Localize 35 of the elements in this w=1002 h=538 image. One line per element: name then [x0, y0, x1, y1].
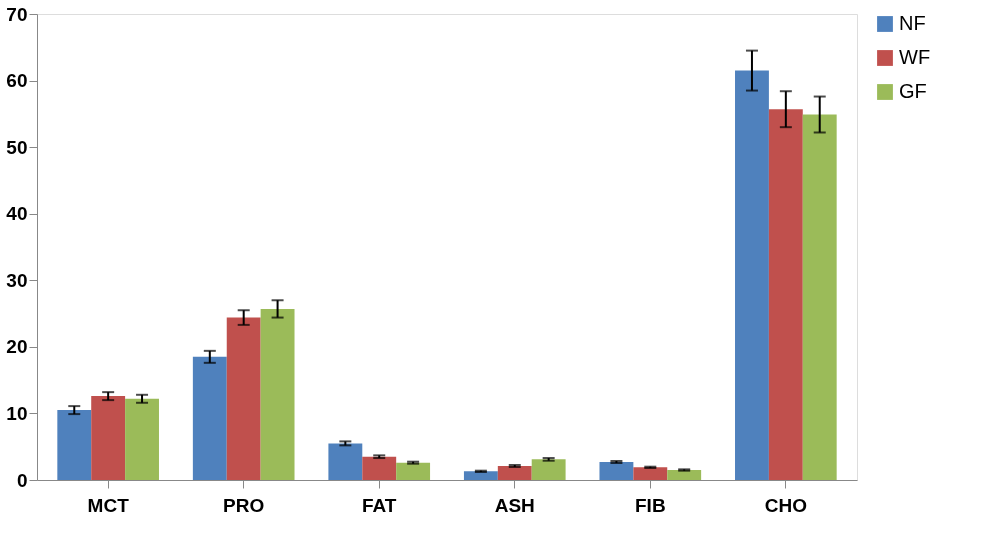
y-tick-label: 40 [6, 203, 28, 225]
x-tick-label: FIB [635, 494, 666, 516]
y-tick-label: 70 [6, 3, 28, 25]
bar [735, 70, 769, 480]
bar [667, 470, 702, 480]
x-tick-label: CHO [764, 494, 807, 516]
y-tick-label: 60 [6, 70, 28, 92]
bar [125, 398, 159, 480]
bar [633, 467, 668, 480]
y-tick-label: 0 [16, 469, 28, 491]
bar [362, 456, 397, 480]
x-tick-label: MCT [87, 494, 130, 516]
x-tick-label: FAT [361, 494, 397, 516]
y-tick-label: 50 [6, 136, 28, 158]
bar [192, 356, 227, 480]
x-tick-label: ASH [494, 494, 535, 516]
bar [463, 471, 498, 480]
bar [91, 396, 126, 480]
bar [768, 109, 803, 480]
legend-label: WF [899, 46, 931, 68]
bar [531, 459, 566, 480]
bar [328, 443, 363, 480]
bar [226, 317, 261, 480]
bar [497, 466, 532, 480]
bar [396, 462, 431, 480]
legend-label: GF [899, 80, 927, 102]
bar [599, 462, 634, 480]
bar [260, 308, 295, 480]
legend-label: NF [899, 12, 926, 34]
x-tick-label: PRO [223, 494, 265, 516]
y-tick-label: 20 [6, 336, 28, 358]
bar [57, 410, 92, 480]
bar [802, 114, 837, 480]
y-tick-label: 10 [6, 402, 28, 424]
y-tick-label: 30 [6, 269, 28, 291]
